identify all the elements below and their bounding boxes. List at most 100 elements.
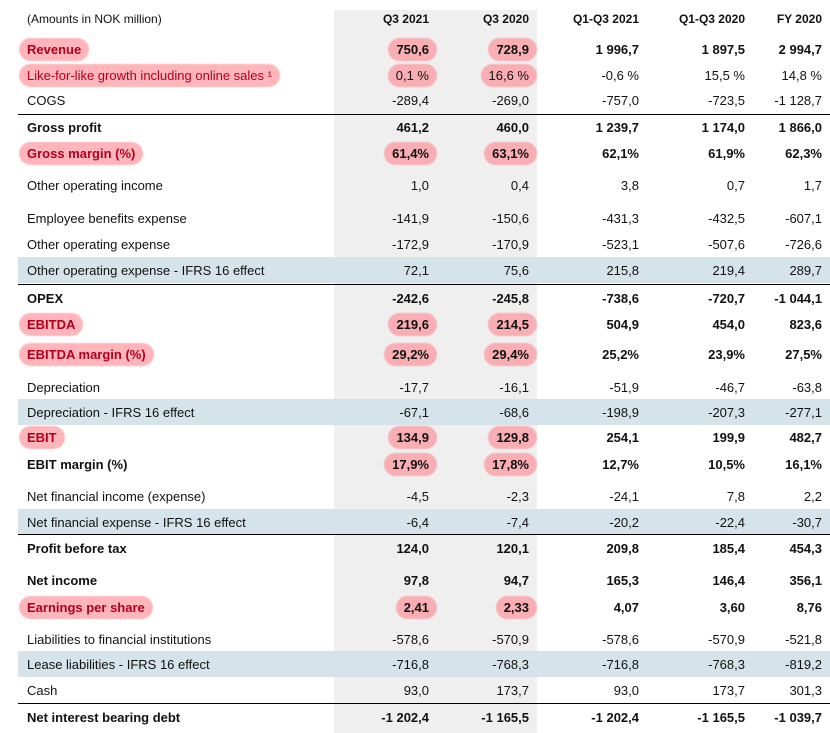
row-label: Employee benefits expense: [18, 211, 334, 226]
table-row: Net financial expense - IFRS 16 effect -6…: [18, 509, 830, 535]
cell-value: -578,6: [392, 631, 429, 647]
table-cell: -67,1: [334, 399, 437, 425]
cell-value: -198,9: [602, 404, 639, 420]
cell-value: 1 996,7: [595, 41, 639, 57]
row-label-text: EBIT: [27, 429, 57, 445]
row-label: EBITDA margin (%): [18, 347, 334, 362]
table-cell: 62,1%: [537, 139, 647, 167]
cell-value: -578,6: [602, 631, 639, 647]
table-cell: 12,7%: [537, 450, 647, 478]
table-row: Other operating expense - IFRS 16 effect…: [18, 257, 830, 283]
cell-value: 17,8%: [492, 456, 529, 472]
table-cell: -172,9: [334, 232, 437, 256]
row-label-text: Revenue: [27, 41, 82, 57]
table-row: Lease liabilities - IFRS 16 effect -716,8…: [18, 651, 830, 677]
cell-value: -768,3: [708, 656, 745, 672]
table-cell: 72,1: [334, 257, 437, 283]
table-cell: -22,4: [647, 509, 753, 535]
table-cell: 27,5%: [753, 340, 830, 368]
table-cell: 1 174,0: [647, 115, 753, 139]
row-label: Net financial expense - IFRS 16 effect: [18, 515, 334, 530]
table-row: Depreciation -17,7 -16,1 -51,9 -46,7 -63,8: [18, 374, 830, 400]
table-cell: 0,1 %: [334, 62, 437, 88]
table-cell: -30,7: [753, 509, 830, 535]
cell-value: 75,6: [503, 262, 529, 278]
table-row: COGS -289,4 -269,0 -757,0 -723,5 -1 128,7: [18, 88, 830, 112]
cell-value: -150,6: [492, 210, 529, 226]
table-cell: -269,0: [437, 88, 537, 112]
table-cell: -431,3: [537, 206, 647, 230]
cell-value: 97,8: [403, 572, 429, 588]
cell-value: 356,1: [789, 572, 822, 588]
cell-value: 728,9: [496, 41, 529, 57]
table-cell: -570,9: [647, 627, 753, 651]
row-label-text: Liabilities to financial institutions: [27, 631, 212, 647]
row-label: Net income: [18, 573, 334, 588]
cell-value: 215,8: [606, 262, 639, 278]
cell-value: 2,33: [503, 599, 529, 615]
row-label-text: EBITDA: [27, 316, 76, 332]
table-cell: 219,6: [334, 310, 437, 338]
row-label: COGS: [18, 93, 334, 108]
table-cell: -277,1: [753, 399, 830, 425]
row-label-text: Depreciation: [27, 379, 100, 395]
row-label-text: Net financial expense - IFRS 16 effect: [27, 514, 246, 530]
row-label-text: Gross profit: [27, 119, 102, 135]
table-cell: 3,60: [647, 593, 753, 621]
table-cell: -24,1: [537, 484, 647, 508]
table-cell: 10,5%: [647, 450, 753, 478]
table-cell: 460,0: [437, 115, 537, 139]
row-label: Cash: [18, 683, 334, 698]
cell-value: 12,7%: [602, 456, 639, 472]
table-cell: 185,4: [647, 535, 753, 561]
table-row: Gross profit 461,2 460,0 1 239,7 1 174,0 1 86…: [18, 114, 830, 139]
table-cell: 8,76: [753, 593, 830, 621]
table-cell: -521,8: [753, 627, 830, 651]
cell-value: -570,9: [708, 631, 745, 647]
table-row: Other operating expense -172,9 -170,9 -523,…: [18, 232, 830, 256]
table-header: (Amounts in NOK million) Q3 2021 Q3 2020…: [18, 12, 830, 26]
table-cell: 16,6 %: [437, 62, 537, 88]
cell-value: 0,1 %: [395, 67, 429, 83]
row-label-text: Net interest bearing debt: [27, 709, 181, 725]
col-header: Q3 2020: [482, 12, 529, 26]
table-cell: -17,7: [334, 374, 437, 400]
cell-value: 219,6: [396, 316, 429, 332]
row-label: Revenue: [18, 42, 334, 57]
cell-value: -1 039,7: [774, 709, 822, 725]
cell-value: 3,60: [719, 599, 745, 615]
cell-value: 4,07: [613, 599, 639, 615]
row-label: Gross margin (%): [18, 146, 334, 161]
cell-value: -67,1: [399, 404, 429, 420]
cell-value: 62,1%: [602, 145, 639, 161]
cell-value: 8,76: [796, 599, 822, 615]
table-cell: -1 202,4: [334, 704, 437, 730]
cell-value: 61,4%: [392, 145, 429, 161]
cell-value: 2,41: [403, 599, 429, 615]
table-cell: 17,8%: [437, 450, 537, 478]
table-cell: 301,3: [753, 678, 830, 702]
cell-value: -1 165,5: [697, 709, 745, 725]
cell-value: 165,3: [606, 572, 639, 588]
cell-value: 94,7: [503, 572, 529, 588]
cell-value: -68,6: [499, 404, 529, 420]
row-label: Earnings per share: [18, 600, 334, 615]
table-cell: 129,8: [437, 424, 537, 450]
table-cell: -51,9: [537, 374, 647, 400]
cell-value: -607,1: [785, 210, 822, 226]
table-cell: -738,6: [537, 285, 647, 311]
table-cell: 1 897,5: [647, 36, 753, 62]
cell-value: -242,6: [392, 290, 429, 306]
cell-value: 185,4: [712, 540, 745, 556]
cell-value: -757,0: [602, 92, 639, 108]
table-cell: 3,8: [537, 172, 647, 198]
cell-value: -1 044,1: [774, 290, 822, 306]
cell-value: 1 897,5: [701, 41, 745, 57]
cell-value: -523,1: [602, 236, 639, 252]
table-cell: -768,3: [647, 651, 753, 677]
col-header: FY 2020: [776, 12, 822, 26]
cell-value: -17,7: [399, 379, 429, 395]
cell-value: -16,1: [499, 379, 529, 395]
table-cell: 97,8: [334, 567, 437, 593]
table-cell: 23,9%: [647, 340, 753, 368]
